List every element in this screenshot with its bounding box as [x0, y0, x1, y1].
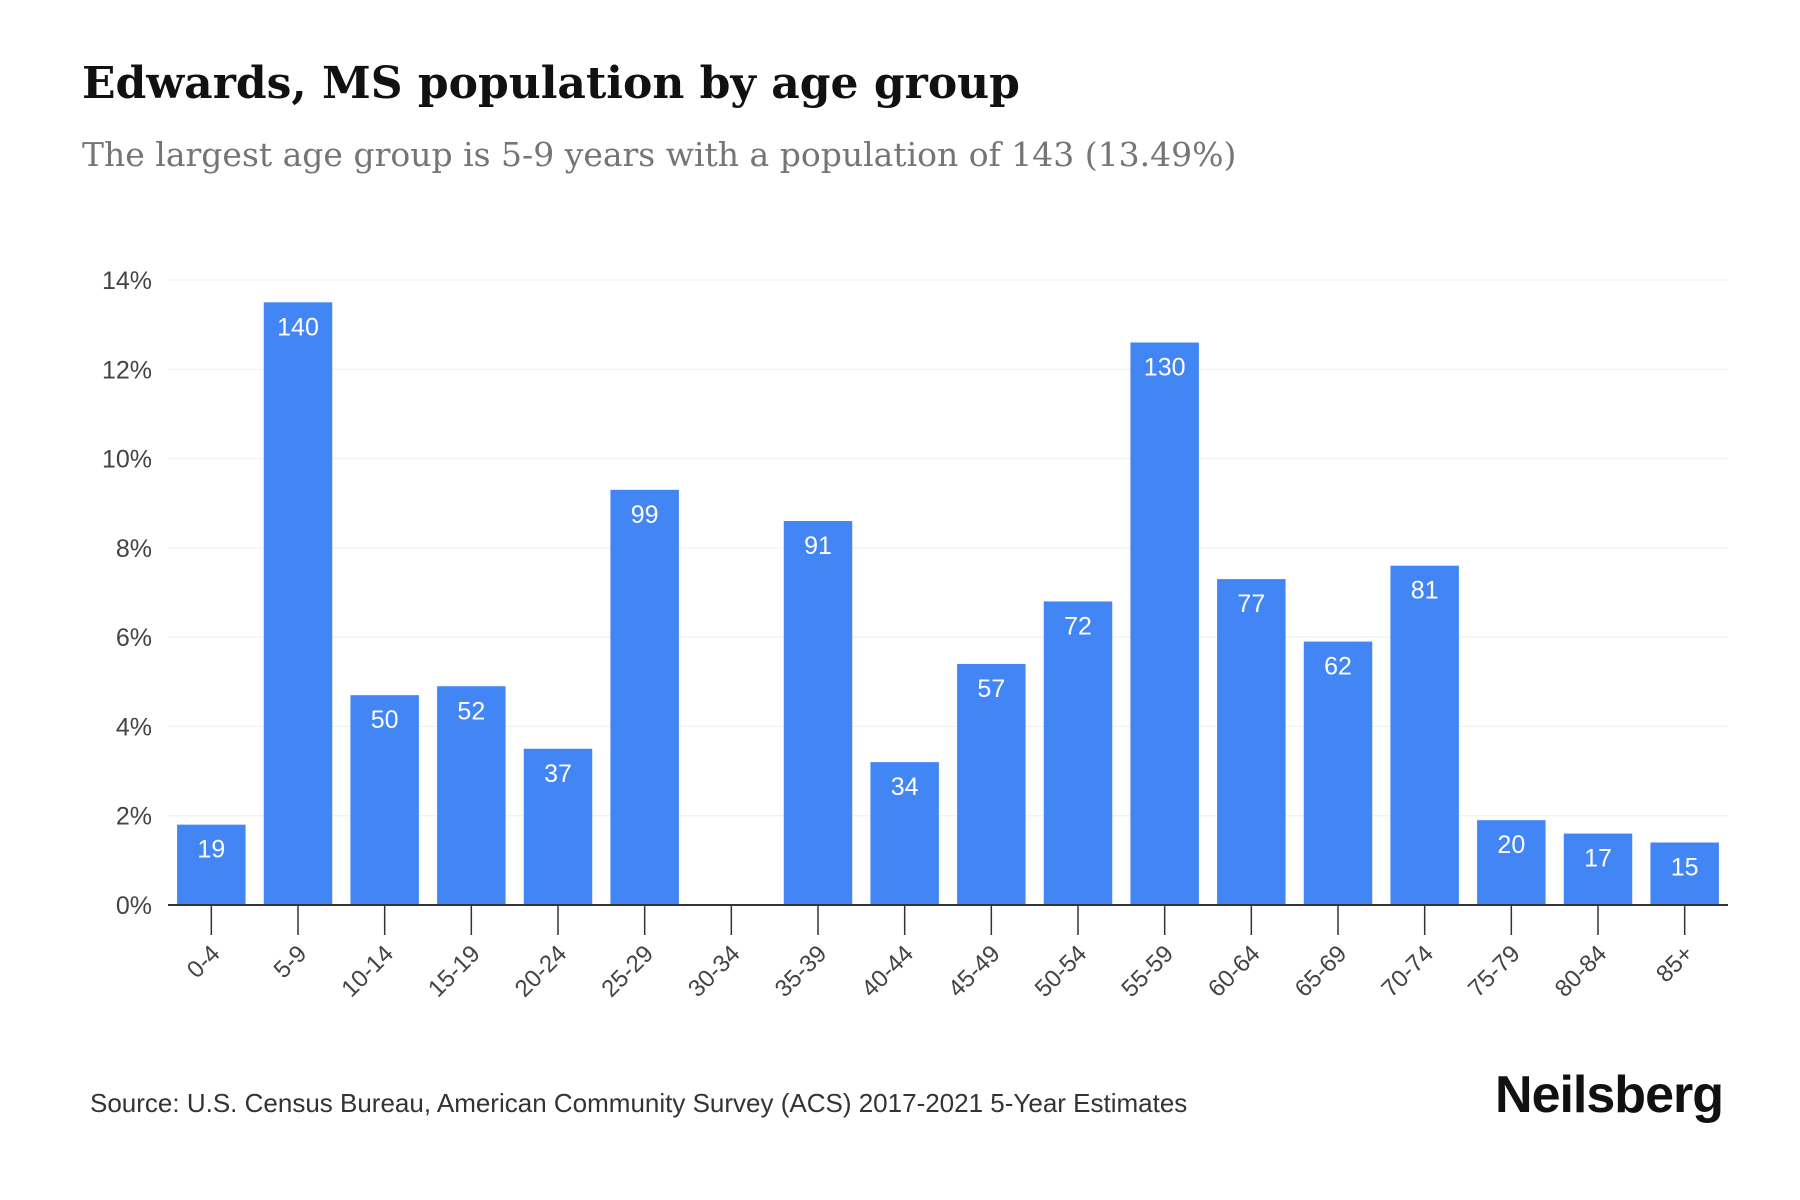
- bar-data-label: 37: [544, 760, 572, 788]
- bar-data-label: 72: [1064, 612, 1092, 640]
- y-tick-label: 14%: [102, 267, 152, 295]
- bar-data-label: 19: [197, 836, 225, 864]
- x-tick-label: 85+: [1651, 940, 1699, 988]
- bar-data-label: 62: [1324, 653, 1352, 681]
- bar-data-label: 17: [1584, 845, 1612, 873]
- x-tick-label: 45-49: [943, 940, 1006, 1003]
- x-tick-label: 20-24: [510, 940, 573, 1003]
- x-tick-label: 10-14: [336, 940, 399, 1003]
- chart-subtitle: The largest age group is 5-9 years with …: [82, 135, 1237, 174]
- bar: [1043, 601, 1113, 905]
- bar-data-label: 91: [804, 532, 832, 560]
- bar-data-label: 20: [1497, 831, 1525, 859]
- bar-data-label: 52: [457, 697, 485, 725]
- bar: [1303, 641, 1373, 905]
- bar: [1390, 565, 1459, 905]
- bar-data-label: 99: [631, 501, 659, 529]
- x-tick-label: 30-34: [683, 940, 746, 1003]
- bar-data-label: 50: [371, 706, 399, 734]
- x-tick-label: 0-4: [182, 940, 226, 984]
- bar: [1563, 833, 1633, 905]
- bar-data-label: 81: [1411, 577, 1439, 605]
- x-tick-label: 70-74: [1376, 940, 1439, 1003]
- y-tick-label: 0%: [116, 892, 152, 920]
- x-tick-label: 75-79: [1463, 940, 1526, 1003]
- x-tick-label: 50-54: [1030, 940, 1093, 1003]
- y-tick-label: 2%: [116, 803, 152, 831]
- x-tick-label: 15-19: [423, 940, 486, 1003]
- bar: [610, 489, 679, 905]
- bar: [1477, 820, 1546, 905]
- bar: [1217, 579, 1286, 905]
- y-tick-label: 10%: [102, 446, 152, 474]
- bar-data-label: 15: [1671, 854, 1699, 882]
- x-tick-label: 5-9: [269, 940, 313, 984]
- y-tick-label: 12%: [102, 356, 152, 384]
- bar: [350, 695, 419, 905]
- bar: [783, 521, 853, 905]
- bar-chart: 0% 2% 4% 6% 8% 10% 12% 14% 19 0-4 140 5-9 50 10-14 52 1…: [102, 267, 1728, 1003]
- bar: [523, 748, 593, 905]
- y-tick-label: 6%: [116, 624, 152, 652]
- y-tick-label: 8%: [116, 535, 152, 563]
- bar-data-label: 130: [1144, 354, 1186, 382]
- x-tick-label: 55-59: [1116, 940, 1179, 1003]
- bar: [177, 824, 246, 905]
- bar: [263, 302, 333, 906]
- source-note: Source: U.S. Census Bureau, American Com…: [90, 1088, 1188, 1118]
- bar: [437, 686, 506, 905]
- x-tick-label: 80-84: [1550, 940, 1613, 1003]
- chart-title: Edwards, MS population by age group: [82, 58, 1020, 109]
- bar: [870, 762, 939, 905]
- bar: [957, 663, 1026, 905]
- x-tick-label: 60-64: [1203, 940, 1266, 1003]
- x-tick-label: 25-29: [596, 940, 659, 1003]
- bar-data-label: 57: [977, 675, 1005, 703]
- bar-data-label: 34: [891, 773, 919, 801]
- neilsberg-logo: Neilsberg: [1495, 1066, 1724, 1124]
- bar: [1650, 842, 1719, 905]
- x-tick-label: 40-44: [856, 940, 919, 1003]
- x-tick-label: 65-69: [1290, 940, 1353, 1003]
- bar-data-label: 77: [1237, 590, 1265, 618]
- bar-data-label: 140: [277, 313, 319, 341]
- x-tick-label: 35-39: [770, 940, 833, 1003]
- y-tick-label: 4%: [116, 713, 152, 741]
- bar: [1130, 342, 1199, 905]
